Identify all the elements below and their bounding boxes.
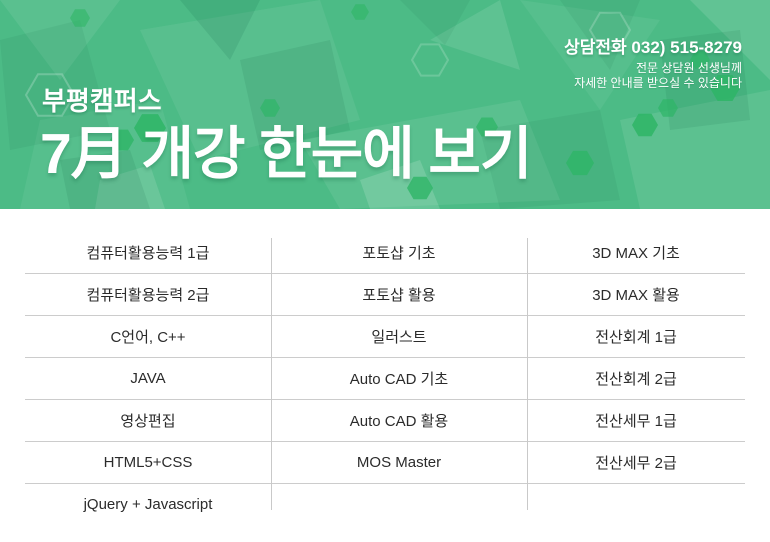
course-cell [527, 484, 745, 525]
course-table-row: 컴퓨터활용능력 2급 포토샵 활용 3D MAX 활용 [25, 274, 745, 316]
course-table-row: C언어, C++ 일러스트 전산회계 1급 [25, 316, 745, 358]
course-table: 컴퓨터활용능력 1급 포토샵 기초 3D MAX 기초 컴퓨터활용능력 2급 포… [25, 232, 745, 525]
contact-info: 전문 상담원 선생님께 자세한 안내를 받으실 수 있습니다 [574, 61, 742, 91]
course-table-row: JAVA Auto CAD 기초 전산회계 2급 [25, 358, 745, 400]
course-cell: 전산세무 1급 [595, 413, 677, 430]
campus-label: 부평캠퍼스 [42, 86, 162, 116]
course-cell: 3D MAX 기초 [592, 245, 680, 262]
course-cell: jQuery + Javascript [83, 496, 213, 513]
course-cell: Auto CAD 활용 [349, 413, 449, 430]
course-table-row: 컴퓨터활용능력 1급 포토샵 기초 3D MAX 기초 [25, 232, 745, 274]
course-cell: 전산회계 1급 [595, 329, 677, 346]
contact-info-line1: 전문 상담원 선생님께 [635, 61, 742, 75]
course-cell: 컴퓨터활용능력 2급 [86, 287, 210, 304]
course-cell: HTML5+CSS [103, 454, 193, 471]
column-divider-1 [271, 238, 272, 510]
banner-header: 부평캠퍼스 7月 개강 한눈에 보기 상담전화 032) 515-8279 전문… [0, 0, 770, 209]
hexagon-pattern-background [0, 0, 770, 209]
course-cell: 전산세무 2급 [595, 455, 677, 472]
course-cell: 3D MAX 활용 [592, 287, 680, 304]
course-cell: JAVA [130, 370, 166, 387]
course-cell: Auto CAD 기초 [349, 371, 449, 388]
column-divider-2 [527, 238, 528, 510]
course-cell: 전산회계 2급 [595, 371, 677, 388]
course-cell: MOS Master [356, 454, 442, 471]
course-table-row: 영상편집 Auto CAD 활용 전산세무 1급 [25, 400, 745, 442]
course-cell: C언어, C++ [110, 329, 186, 346]
course-cell: 포토샵 활용 [362, 287, 436, 304]
course-table-row: HTML5+CSS MOS Master 전산세무 2급 [25, 442, 745, 484]
course-cell [271, 484, 527, 525]
contact-info-line2: 자세한 안내를 받으실 수 있습니다 [574, 76, 742, 90]
course-cell: 일러스트 [371, 329, 427, 346]
course-cell: 컴퓨터활용능력 1급 [86, 245, 210, 262]
phone-number: 상담전화 032) 515-8279 [564, 38, 742, 57]
course-cell: 영상편집 [120, 413, 176, 430]
banner-title: 7月 개강 한눈에 보기 [40, 122, 532, 186]
course-table-row: jQuery + Javascript [25, 484, 745, 525]
course-cell: 포토샵 기초 [362, 245, 436, 262]
